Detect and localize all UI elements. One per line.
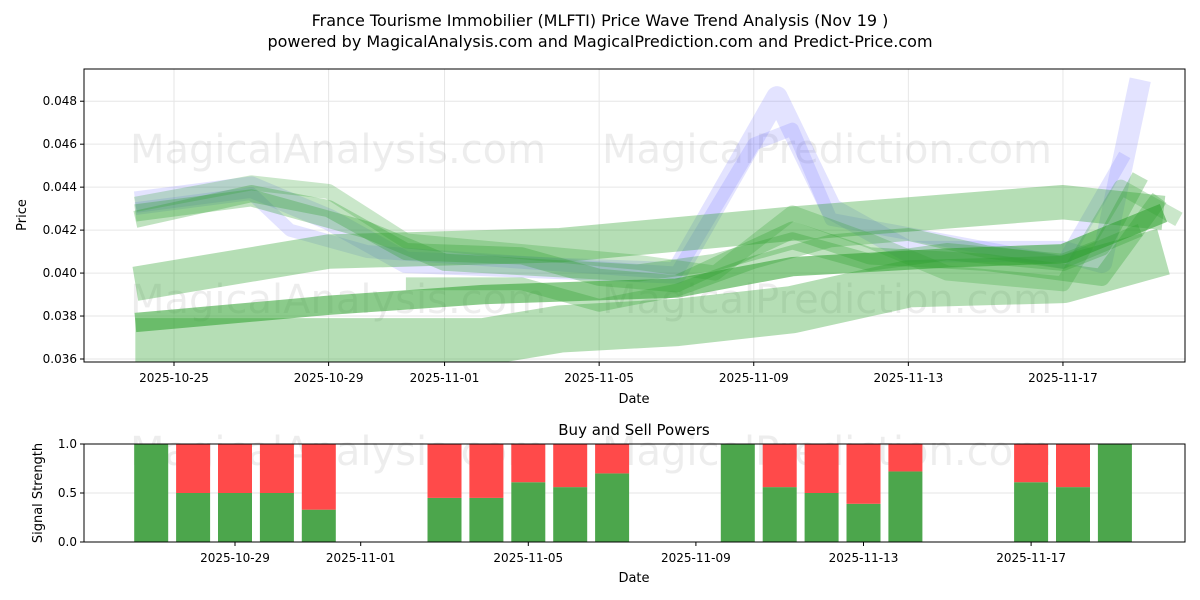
series-group bbox=[132, 77, 1183, 362]
y-tick-label: 0.038 bbox=[43, 309, 77, 323]
y-tick-label: 0.036 bbox=[43, 352, 77, 366]
x-axis-label: Date bbox=[618, 392, 649, 407]
buy-bar bbox=[720, 444, 755, 542]
y-axis-label: Price bbox=[15, 199, 30, 231]
sell-bar bbox=[804, 444, 839, 493]
y-axis-label: Signal Strength bbox=[31, 443, 46, 543]
buy-bar bbox=[134, 444, 169, 542]
buy-bar bbox=[469, 497, 504, 542]
x-tick-label: 2025-11-05 bbox=[564, 371, 634, 385]
buy-bar bbox=[176, 493, 211, 542]
bar-chart-title: Buy and Sell Powers bbox=[558, 421, 710, 439]
series-band-green-upper bbox=[132, 184, 1166, 301]
sell-bar bbox=[595, 444, 630, 474]
y-tick-label: 0.042 bbox=[43, 223, 77, 237]
sell-bar bbox=[259, 444, 294, 493]
x-tick-label: 2025-11-13 bbox=[873, 371, 943, 385]
series-wave-green-2 bbox=[133, 184, 1167, 293]
x-axis-label: Date bbox=[618, 571, 649, 586]
buy-bar bbox=[511, 482, 546, 542]
x-tick-label: 2025-11-17 bbox=[1028, 371, 1098, 385]
y-tick-label: 0.0 bbox=[58, 535, 77, 549]
chart-title: France Tourisme Immobilier (MLFTI) Price… bbox=[312, 11, 889, 30]
sell-bar bbox=[1056, 444, 1090, 488]
buy-bar bbox=[1014, 482, 1049, 542]
sell-bar bbox=[888, 444, 923, 472]
sell-bar bbox=[511, 444, 546, 483]
buy-bar bbox=[804, 493, 839, 542]
x-tick-label: 2025-11-09 bbox=[661, 551, 731, 565]
x-tick-label: 2025-11-17 bbox=[996, 551, 1066, 565]
x-tick-label: 2025-10-29 bbox=[294, 371, 364, 385]
buy-bar bbox=[762, 487, 797, 542]
sell-bar bbox=[762, 444, 797, 488]
buy-bar bbox=[1097, 444, 1132, 542]
y-tick-label: 0.044 bbox=[43, 180, 77, 194]
x-tick-label: 2025-11-13 bbox=[829, 551, 899, 565]
buy-bar bbox=[301, 509, 336, 542]
bar-plot-frame bbox=[83, 443, 1186, 543]
buy-bar bbox=[595, 473, 630, 542]
sell-bar bbox=[553, 444, 588, 488]
y-tick-label: 1.0 bbox=[58, 437, 77, 451]
sell-bar bbox=[218, 444, 252, 493]
series-wave-green-4 bbox=[405, 224, 1143, 312]
chart-subtitle: powered by MagicalAnalysis.com and Magic… bbox=[267, 32, 932, 51]
sell-bar bbox=[469, 444, 504, 498]
sell-bar bbox=[301, 444, 336, 510]
sell-bar bbox=[427, 444, 462, 498]
series-band-green-lowest bbox=[135, 228, 1170, 362]
buy-bar bbox=[218, 493, 252, 542]
sell-bar bbox=[1014, 444, 1049, 483]
plot-frame bbox=[83, 68, 1186, 363]
watermark: MagicalAnalysis.com bbox=[130, 127, 546, 173]
y-tick-label: 0.040 bbox=[43, 266, 77, 280]
x-tick-label: 2025-11-09 bbox=[719, 371, 789, 385]
x-tick-label: 2025-11-01 bbox=[410, 371, 480, 385]
x-tick-label: 2025-10-29 bbox=[200, 551, 270, 565]
x-tick-label: 2025-11-01 bbox=[326, 551, 396, 565]
y-tick-label: 0.5 bbox=[58, 486, 77, 500]
x-tick-label: 2025-11-05 bbox=[493, 551, 563, 565]
sell-bar bbox=[176, 444, 211, 493]
buy-bar bbox=[259, 493, 294, 542]
watermark: MagicalPrediction.com bbox=[602, 127, 1052, 173]
buy-bar bbox=[427, 497, 462, 542]
x-tick-label: 2025-10-25 bbox=[139, 371, 209, 385]
y-tick-label: 0.048 bbox=[43, 94, 77, 108]
buy-bar bbox=[846, 503, 881, 542]
buy-bar bbox=[1056, 487, 1090, 542]
series-wave-green-1 bbox=[134, 172, 1148, 282]
buy-bar bbox=[553, 487, 588, 542]
series-wave-blue-2 bbox=[134, 122, 1131, 280]
buy-bar bbox=[888, 471, 923, 542]
sell-bar bbox=[846, 444, 881, 504]
series-wave-green-3 bbox=[133, 175, 1183, 292]
series-band-green-rising bbox=[134, 203, 1168, 333]
y-tick-label: 0.046 bbox=[43, 137, 77, 151]
